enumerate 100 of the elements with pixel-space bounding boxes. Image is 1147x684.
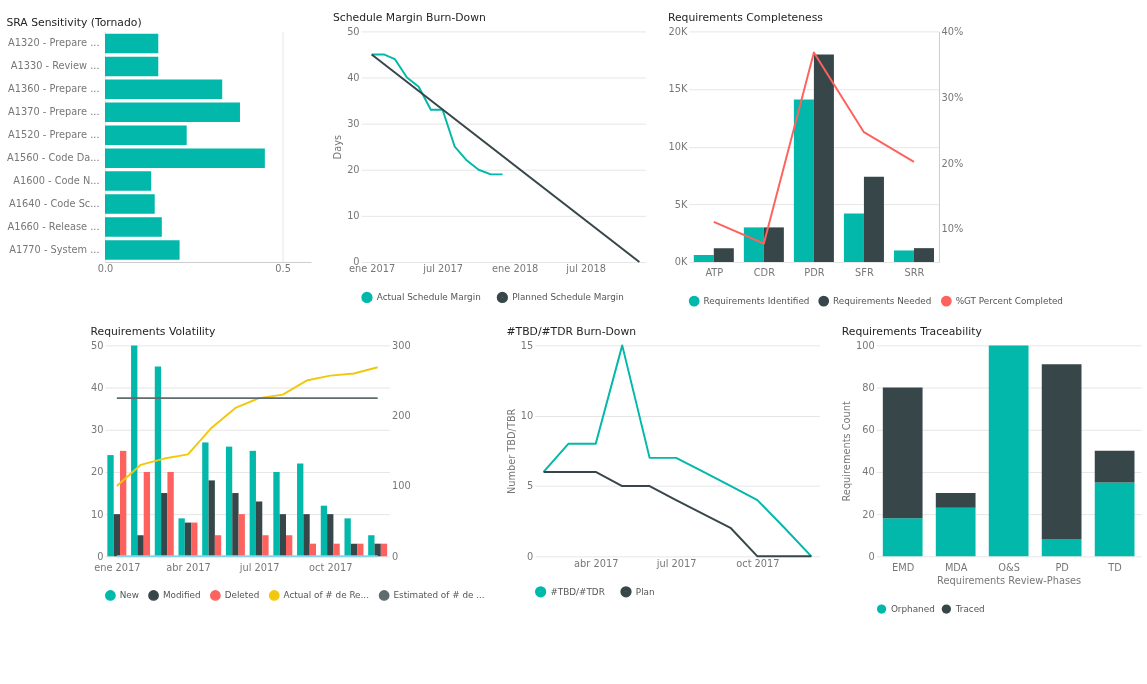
bar (813, 54, 834, 262)
legend-label: Requirements Needed (833, 296, 932, 307)
bar (184, 522, 192, 557)
y-tick-label: 15K (668, 83, 688, 95)
x-tick-label: SFR (855, 267, 874, 279)
legend-label: #TBD/#TDR (550, 586, 605, 597)
bar (104, 194, 155, 214)
legend-label: Traced (954, 604, 985, 615)
legend-label: Actual Schedule Margin (376, 292, 481, 303)
y2-tick-label: 20% (941, 157, 964, 169)
bar (863, 176, 884, 262)
x-tick-label: SRR (904, 267, 925, 279)
legend-label: %GT Percent Completed (955, 296, 1063, 307)
y-tick-label: 0 (97, 550, 104, 562)
bar (104, 33, 159, 54)
y-tick-label: A1560 - Code Da... (7, 152, 100, 164)
bar (107, 455, 114, 557)
chart-title: Requirements Volatility (90, 324, 217, 338)
y-axis-title: Days (332, 134, 344, 160)
bar (303, 514, 310, 557)
bar (208, 480, 215, 557)
bar (104, 125, 187, 145)
y-tick-label: A1660 - Release ... (7, 220, 100, 232)
y-tick-label: 20 (862, 508, 875, 520)
bar (178, 518, 185, 557)
bar (693, 255, 714, 262)
y-tick-label: 100 (856, 339, 875, 351)
y-tick-label: A1330 - Review ... (10, 60, 100, 72)
x-tick-label: oct 2017 (736, 557, 780, 569)
y-tick-label: 30 (347, 118, 360, 130)
chart-title: Requirements Completeness (667, 10, 824, 24)
bar (320, 505, 328, 557)
legend-label: Requirements Identified (703, 296, 810, 307)
bar (131, 345, 138, 557)
legend-label: Plan (635, 586, 655, 597)
bar (327, 514, 334, 557)
bar (913, 248, 934, 262)
bar (104, 148, 265, 168)
y-tick-label: A1320 - Prepare ... (8, 37, 100, 49)
line-series (115, 366, 379, 487)
bar (104, 240, 180, 260)
line-series (370, 53, 504, 176)
x-tick-label: O&S (998, 561, 1020, 573)
bar (249, 450, 256, 557)
chart-title: #TBD/#TDR Burn-Down (506, 324, 637, 338)
x-tick-label: jul 2017 (238, 561, 280, 573)
bar (279, 514, 286, 557)
y-tick-label: A1640 - Code Sc... (9, 197, 100, 209)
y-tick-label: 80 (862, 382, 875, 393)
y2-tick-label: 100 (391, 480, 411, 492)
bar (154, 366, 162, 557)
x-tick-label: abr 2017 (574, 557, 619, 569)
legend-label: New (119, 590, 139, 601)
bar (104, 217, 162, 237)
y-tick-label: 50 (347, 25, 360, 37)
y-tick-label: 40 (862, 466, 875, 478)
bar (893, 250, 914, 262)
bar (273, 471, 280, 557)
y-tick-label: 40 (91, 382, 104, 393)
y-tick-label: 5 (527, 480, 534, 492)
legend-label: Orphaned (890, 604, 935, 615)
x-tick-label: CDR (753, 267, 776, 279)
legend-label: Modified (162, 590, 201, 601)
y2-tick-label: 0 (391, 550, 399, 562)
x-tick-label: PDR (804, 267, 825, 279)
y-tick-label: 20 (91, 466, 104, 478)
x-tick-label: 0.0 (97, 263, 114, 275)
bar (344, 518, 351, 557)
chart-title: Schedule Margin Burn-Down (332, 10, 486, 24)
legend-label: Deleted (224, 590, 260, 601)
x-tick-label: 0.5 (275, 263, 291, 275)
x-tick-label: TD (1107, 561, 1122, 573)
bar (161, 493, 168, 557)
bar (113, 514, 120, 557)
line-series (712, 51, 915, 245)
x-tick-label: jul 2017 (655, 557, 697, 569)
bar (713, 248, 734, 262)
y-tick-label: A1770 - System ... (9, 243, 100, 255)
bar (843, 213, 864, 262)
line-series (542, 344, 813, 558)
bar (380, 543, 388, 557)
bar (225, 446, 233, 557)
y-tick-label: 0 (527, 550, 534, 562)
x-tick-label: oct 2017 (309, 561, 353, 573)
y2-tick-label: 200 (391, 410, 411, 422)
y-tick-label: A1520 - Prepare ... (8, 129, 100, 141)
y-tick-label: 30 (91, 424, 104, 436)
y-tick-label: 20 (347, 164, 360, 176)
y-tick-label: 60 (862, 424, 875, 436)
bar (333, 543, 340, 557)
y-tick-label: 0 (353, 256, 360, 268)
chart-title: SRA Sensitivity (Tornado) (6, 15, 142, 29)
bar (167, 471, 174, 557)
y-tick-label: 20K (668, 25, 688, 37)
x-axis-title: Requirements Review-Phases (937, 575, 1082, 587)
bar (1041, 539, 1082, 557)
y-axis-title: Requirements Count (841, 401, 853, 502)
y2-tick-label: 40% (941, 25, 964, 37)
bar (882, 518, 923, 557)
legend-label: Actual of # de Re... (283, 590, 369, 601)
